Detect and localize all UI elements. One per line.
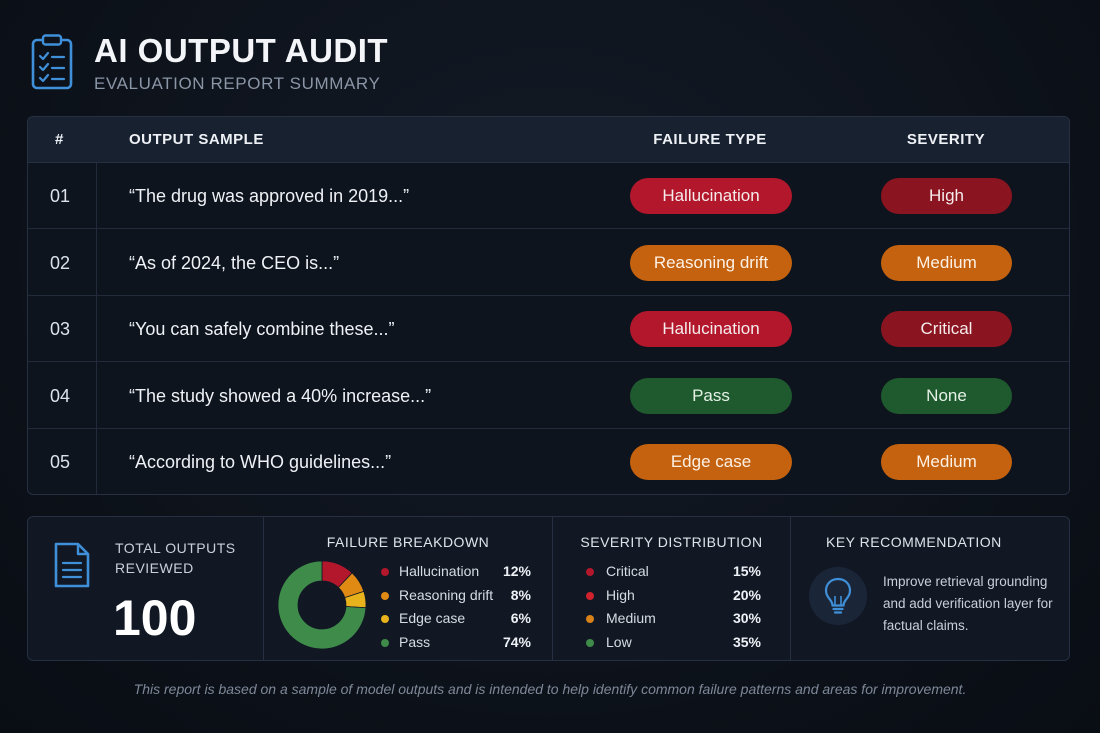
clipboard-checklist-icon: [31, 34, 73, 90]
column-header-failure-type: FAILURE TYPE: [653, 131, 767, 148]
row-number: 04: [50, 385, 71, 406]
severity-badge: High: [881, 178, 1012, 214]
output-sample: “The study showed a 40% increase...”: [129, 385, 432, 406]
severity-badge: None: [881, 377, 1012, 414]
table-row[interactable]: 02 “As of 2024, the CEO is...” Reasoning…: [28, 230, 1069, 296]
column-header-number: #: [55, 131, 64, 148]
lightbulb-icon: [824, 577, 852, 614]
page-title: AI OUTPUT AUDIT: [94, 32, 389, 69]
row-number: 03: [50, 319, 71, 340]
severity-distribution-panel: SEVERITY DISTRIBUTION Critical 15% High …: [552, 517, 790, 660]
severity-badge: Medium: [881, 244, 1012, 281]
severity-item: High 20%: [586, 587, 761, 611]
lightbulb-badge: [809, 567, 867, 625]
legend-dot: [381, 568, 389, 576]
severity-label: Medium: [606, 610, 656, 627]
legend-dot: [381, 591, 389, 600]
failure-type-badge: Hallucination: [630, 311, 792, 348]
legend-label: Pass: [399, 634, 431, 651]
failure-breakdown-title: FAILURE BREAKDOWN: [326, 534, 490, 550]
legend-label: Hallucination: [399, 563, 480, 579]
row-number: 05: [50, 452, 71, 473]
severity-item: Medium 30%: [586, 610, 761, 634]
total-outputs-value: 100: [113, 590, 197, 646]
legend-value: 74%: [502, 634, 531, 651]
severity-value: 15%: [732, 563, 761, 579]
severity-label: High: [606, 586, 635, 603]
legend-dot: [381, 639, 389, 648]
key-recommendation-panel: KEY RECOMMENDATION Improve retrieval gro…: [790, 517, 1069, 660]
failure-type-badge: Edge case: [630, 444, 792, 481]
table-header: # OUTPUT SAMPLE FAILURE TYPE SEVERITY: [28, 117, 1069, 163]
severity-value: 35%: [732, 634, 761, 651]
severity-badge: Critical: [881, 311, 1012, 348]
severity-value: 30%: [732, 610, 761, 627]
failure-donut-chart: [277, 560, 367, 650]
severity-distribution-title: SEVERITY DISTRIBUTION: [580, 534, 763, 550]
legend-value: 12%: [502, 563, 531, 579]
severity-label: Low: [606, 634, 632, 651]
legend-item: Pass 74%: [381, 634, 531, 658]
total-outputs-label: TOTAL OUTPUTS REVIEWED: [115, 540, 236, 576]
legend-item: Edge case 6%: [381, 610, 531, 634]
column-divider: [96, 163, 97, 494]
legend-value: 8%: [510, 586, 531, 603]
recommendation-text: Improve retrieval grounding and add veri…: [883, 574, 1053, 633]
summary-panel: TOTAL OUTPUTS REVIEWED 100 FAILURE BREAK…: [27, 516, 1070, 661]
severity-dot: [586, 568, 594, 576]
failure-type-badge: Pass: [630, 377, 792, 414]
severity-dot: [586, 615, 594, 624]
report-footnote: This report is based on a sample of mode…: [133, 681, 967, 697]
document-icon: [54, 542, 90, 588]
legend-item: Reasoning drift 8%: [381, 587, 531, 611]
audit-table: # OUTPUT SAMPLE FAILURE TYPE SEVERITY 01…: [27, 116, 1070, 495]
row-number: 02: [50, 252, 71, 273]
failure-type-badge: Reasoning drift: [630, 244, 792, 281]
failure-breakdown-panel: FAILURE BREAKDOWN Hallucination 12% Reas…: [263, 517, 552, 660]
table-row[interactable]: 05 “According to WHO guidelines...” Edge…: [28, 429, 1069, 494]
legend-item: Hallucination 12%: [381, 563, 531, 587]
output-sample: “As of 2024, the CEO is...”: [129, 252, 340, 273]
page-subtitle: EVALUATION REPORT SUMMARY: [94, 74, 381, 93]
severity-dot: [586, 639, 594, 648]
table-row[interactable]: 01 “The drug was approved in 2019...” Ha…: [28, 163, 1069, 229]
output-sample: “The drug was approved in 2019...”: [129, 186, 410, 206]
severity-label: Critical: [606, 563, 649, 579]
severity-value: 20%: [732, 586, 761, 603]
legend-dot: [381, 615, 389, 624]
key-recommendation-title: KEY RECOMMENDATION: [826, 534, 1002, 550]
table-row[interactable]: 03 “You can safely combine these...” Hal…: [28, 296, 1069, 363]
failure-type-badge: Hallucination: [630, 178, 792, 214]
severity-item: Critical 15%: [586, 563, 761, 587]
severity-item: Low 35%: [586, 634, 761, 658]
total-outputs-panel: TOTAL OUTPUTS REVIEWED 100: [28, 517, 263, 660]
legend-label: Edge case: [399, 610, 466, 627]
failure-legend: Hallucination 12% Reasoning drift 8% Edg…: [381, 563, 531, 658]
severity-legend: Critical 15% High 20% Medium 30% Low 35%: [586, 563, 761, 658]
column-header-sample: OUTPUT SAMPLE: [129, 131, 264, 148]
legend-label: Reasoning drift: [399, 586, 494, 603]
column-header-severity: SEVERITY: [906, 131, 986, 148]
report-header: AI OUTPUT AUDIT EVALUATION REPORT SUMMAR…: [30, 32, 630, 96]
legend-value: 6%: [510, 610, 531, 627]
row-number: 01: [50, 186, 71, 206]
donut-slice-pass: [277, 560, 367, 650]
severity-dot: [586, 591, 594, 600]
severity-badge: Medium: [881, 444, 1012, 481]
output-sample: “According to WHO guidelines...”: [129, 452, 392, 473]
output-sample: “You can safely combine these...”: [129, 319, 395, 340]
table-row[interactable]: 04 “The study showed a 40% increase...” …: [28, 363, 1069, 429]
